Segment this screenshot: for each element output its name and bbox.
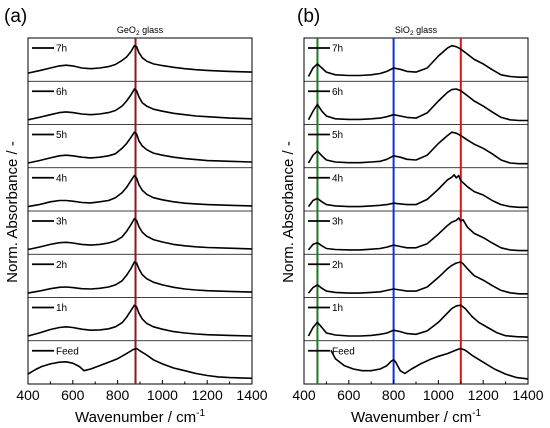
x-axis-label-a: Wavenumber / cm-1 — [75, 408, 205, 426]
x-tick-label: 1200 — [192, 387, 223, 403]
panel-a-plot: 7h 6h 5h 4h 3h 2h 1h Feed 400 600 800 1000 1200 1400 — [16, 37, 268, 403]
panel-a-title: GeO2 glass — [117, 25, 164, 37]
legend-label-7h: 7h — [332, 44, 343, 55]
x-tick-label: 800 — [382, 387, 406, 403]
legend-label-2h: 2h — [56, 260, 67, 271]
legend-label-7h: 7h — [56, 44, 67, 55]
legend-label-3h: 3h — [56, 217, 67, 228]
series-curve-1h — [307, 304, 529, 338]
series-curve-2h — [27, 261, 253, 294]
series-curve-4h — [307, 174, 528, 209]
panel-a-label: (a) — [4, 6, 27, 27]
legend-label-4h: 4h — [332, 173, 343, 184]
series-curve-3h — [27, 217, 253, 251]
y-axis-label-a: Norm. Absorbance / - — [4, 141, 21, 283]
x-tick-label: 600 — [337, 387, 361, 403]
x-tick-label: 1200 — [468, 387, 499, 403]
x-tick-label: 400 — [292, 387, 316, 403]
legend-label-5h: 5h — [56, 130, 67, 141]
series-curve-5h — [27, 131, 253, 164]
series-curve-4h — [27, 174, 253, 208]
x-axis-label-b: Wavenumber / cm-1 — [351, 408, 481, 426]
series-curve-7h — [27, 44, 253, 74]
legend-label-1h: 1h — [56, 303, 67, 314]
x-tick-label: 600 — [61, 387, 85, 403]
x-tick-label: 1400 — [512, 387, 543, 403]
x-tick-label: 800 — [106, 387, 130, 403]
legend-label-6h: 6h — [56, 87, 67, 98]
panel-b-title: SiO2 glass — [395, 25, 438, 37]
legend-label-1h: 1h — [332, 303, 343, 314]
x-tick-label: 1400 — [236, 387, 267, 403]
legend-label-6h: 6h — [332, 87, 343, 98]
legend-label-Feed: Feed — [332, 346, 355, 357]
series-curve-7h — [307, 44, 528, 78]
x-tick-label: 400 — [16, 387, 40, 403]
series-curve-2h — [307, 261, 528, 295]
series-curve-3h — [307, 217, 528, 252]
legend-label-2h: 2h — [332, 260, 343, 271]
legend-label-Feed: Feed — [56, 346, 79, 357]
x-tick-label: 1000 — [147, 387, 178, 403]
series-curve-Feed — [27, 347, 253, 380]
series-curve-1h — [27, 304, 253, 337]
series-curve-5h — [307, 131, 528, 165]
legend-label-5h: 5h — [332, 130, 343, 141]
series-curve-6h — [27, 88, 253, 121]
x-tick-label: 1000 — [423, 387, 454, 403]
panel-b-plot: 7h 6h 5h 4h 3h 2h 1h Feed 400 600 800 1000 1200 1400 — [292, 37, 544, 403]
legend-label-4h: 4h — [56, 173, 67, 184]
series-curve-Feed — [330, 347, 529, 380]
series-curve-6h — [307, 88, 528, 122]
panel-b-label: (b) — [297, 6, 320, 27]
y-axis-label-b: Norm. Absorbance / - — [280, 141, 297, 283]
legend-label-3h: 3h — [332, 217, 343, 228]
